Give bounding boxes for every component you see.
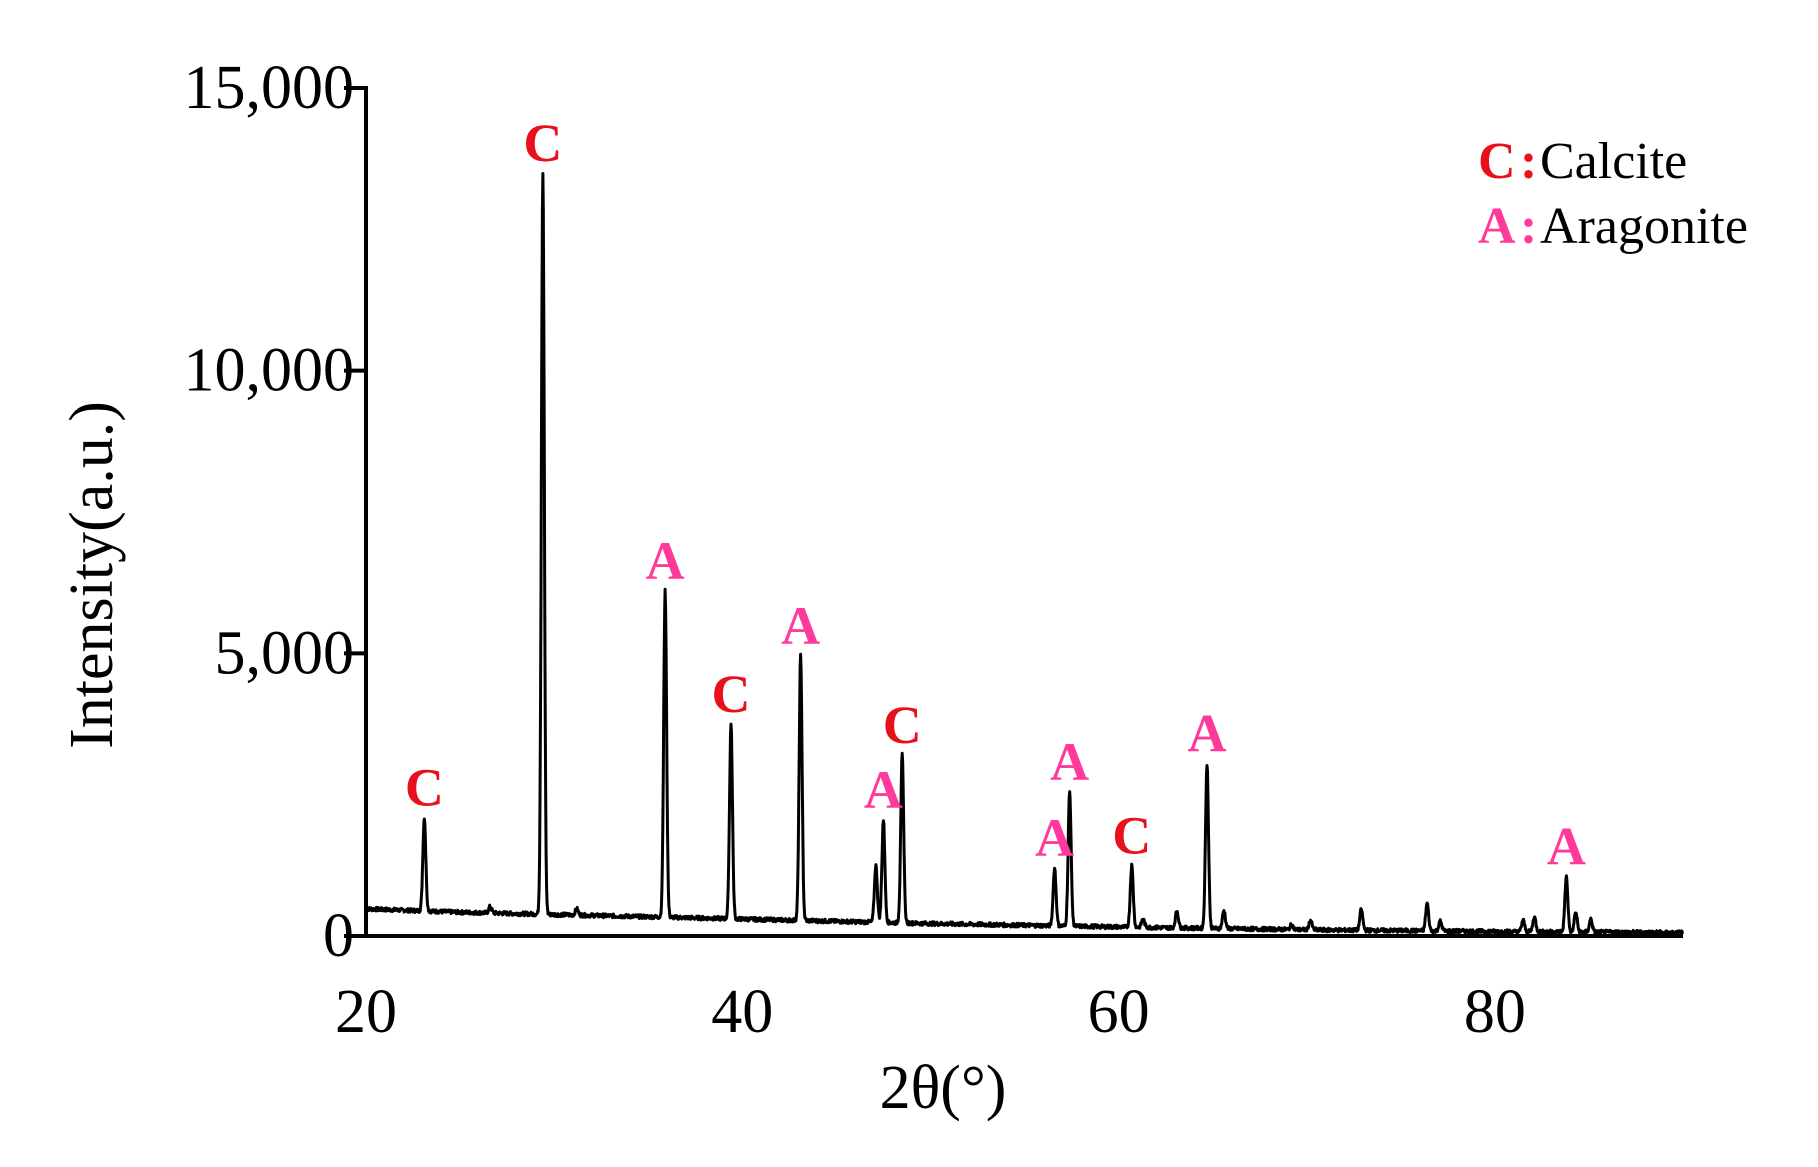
y-tick-label: 15,000 [184,54,355,122]
y-axis-title: Intensity(a.u.) [58,401,126,749]
x-tick-label: 40 [711,978,773,1046]
x-tick-label: 60 [1088,978,1150,1046]
legend-key-calcite: C [1478,133,1516,190]
legend-separator: : [1520,198,1537,255]
legend-separator: : [1520,133,1537,190]
peak-label-calcite: C [405,757,444,817]
x-axis-title: 2θ(°) [880,1054,1007,1122]
peak-label-aragonite: A [864,760,903,820]
peak-label-aragonite: A [1187,704,1226,764]
axes-layer: 0 5,000 10,000 15,000 20 40 60 80 [184,54,1683,1046]
trace-layer [365,172,1685,936]
legend-key-aragonite: A [1478,198,1516,255]
x-tick-label: 80 [1464,978,1526,1046]
y-tick-label: 0 [323,902,354,970]
legend-label-aragonite: Aragonite [1540,198,1748,255]
peak-label-aragonite: A [1050,732,1089,792]
x-tick-label: 20 [335,978,397,1046]
peak-label-aragonite: A [1547,817,1586,877]
peak-label-calcite: C [1112,805,1151,865]
peak-label-aragonite: A [781,596,820,656]
y-tick-label: 10,000 [184,337,355,405]
y-tick-label: 5,000 [215,619,355,687]
legend: C: Calcite A: Aragonite [1478,133,1748,255]
peak-label-aragonite: A [1035,808,1074,868]
peak-label-aragonite: A [646,531,685,591]
xrd-trace [365,172,1685,936]
legend-label-calcite: Calcite [1540,133,1687,190]
peak-label-calcite: C [523,113,562,173]
peak-label-calcite: C [711,664,750,724]
peak-label-calcite: C [883,695,922,755]
